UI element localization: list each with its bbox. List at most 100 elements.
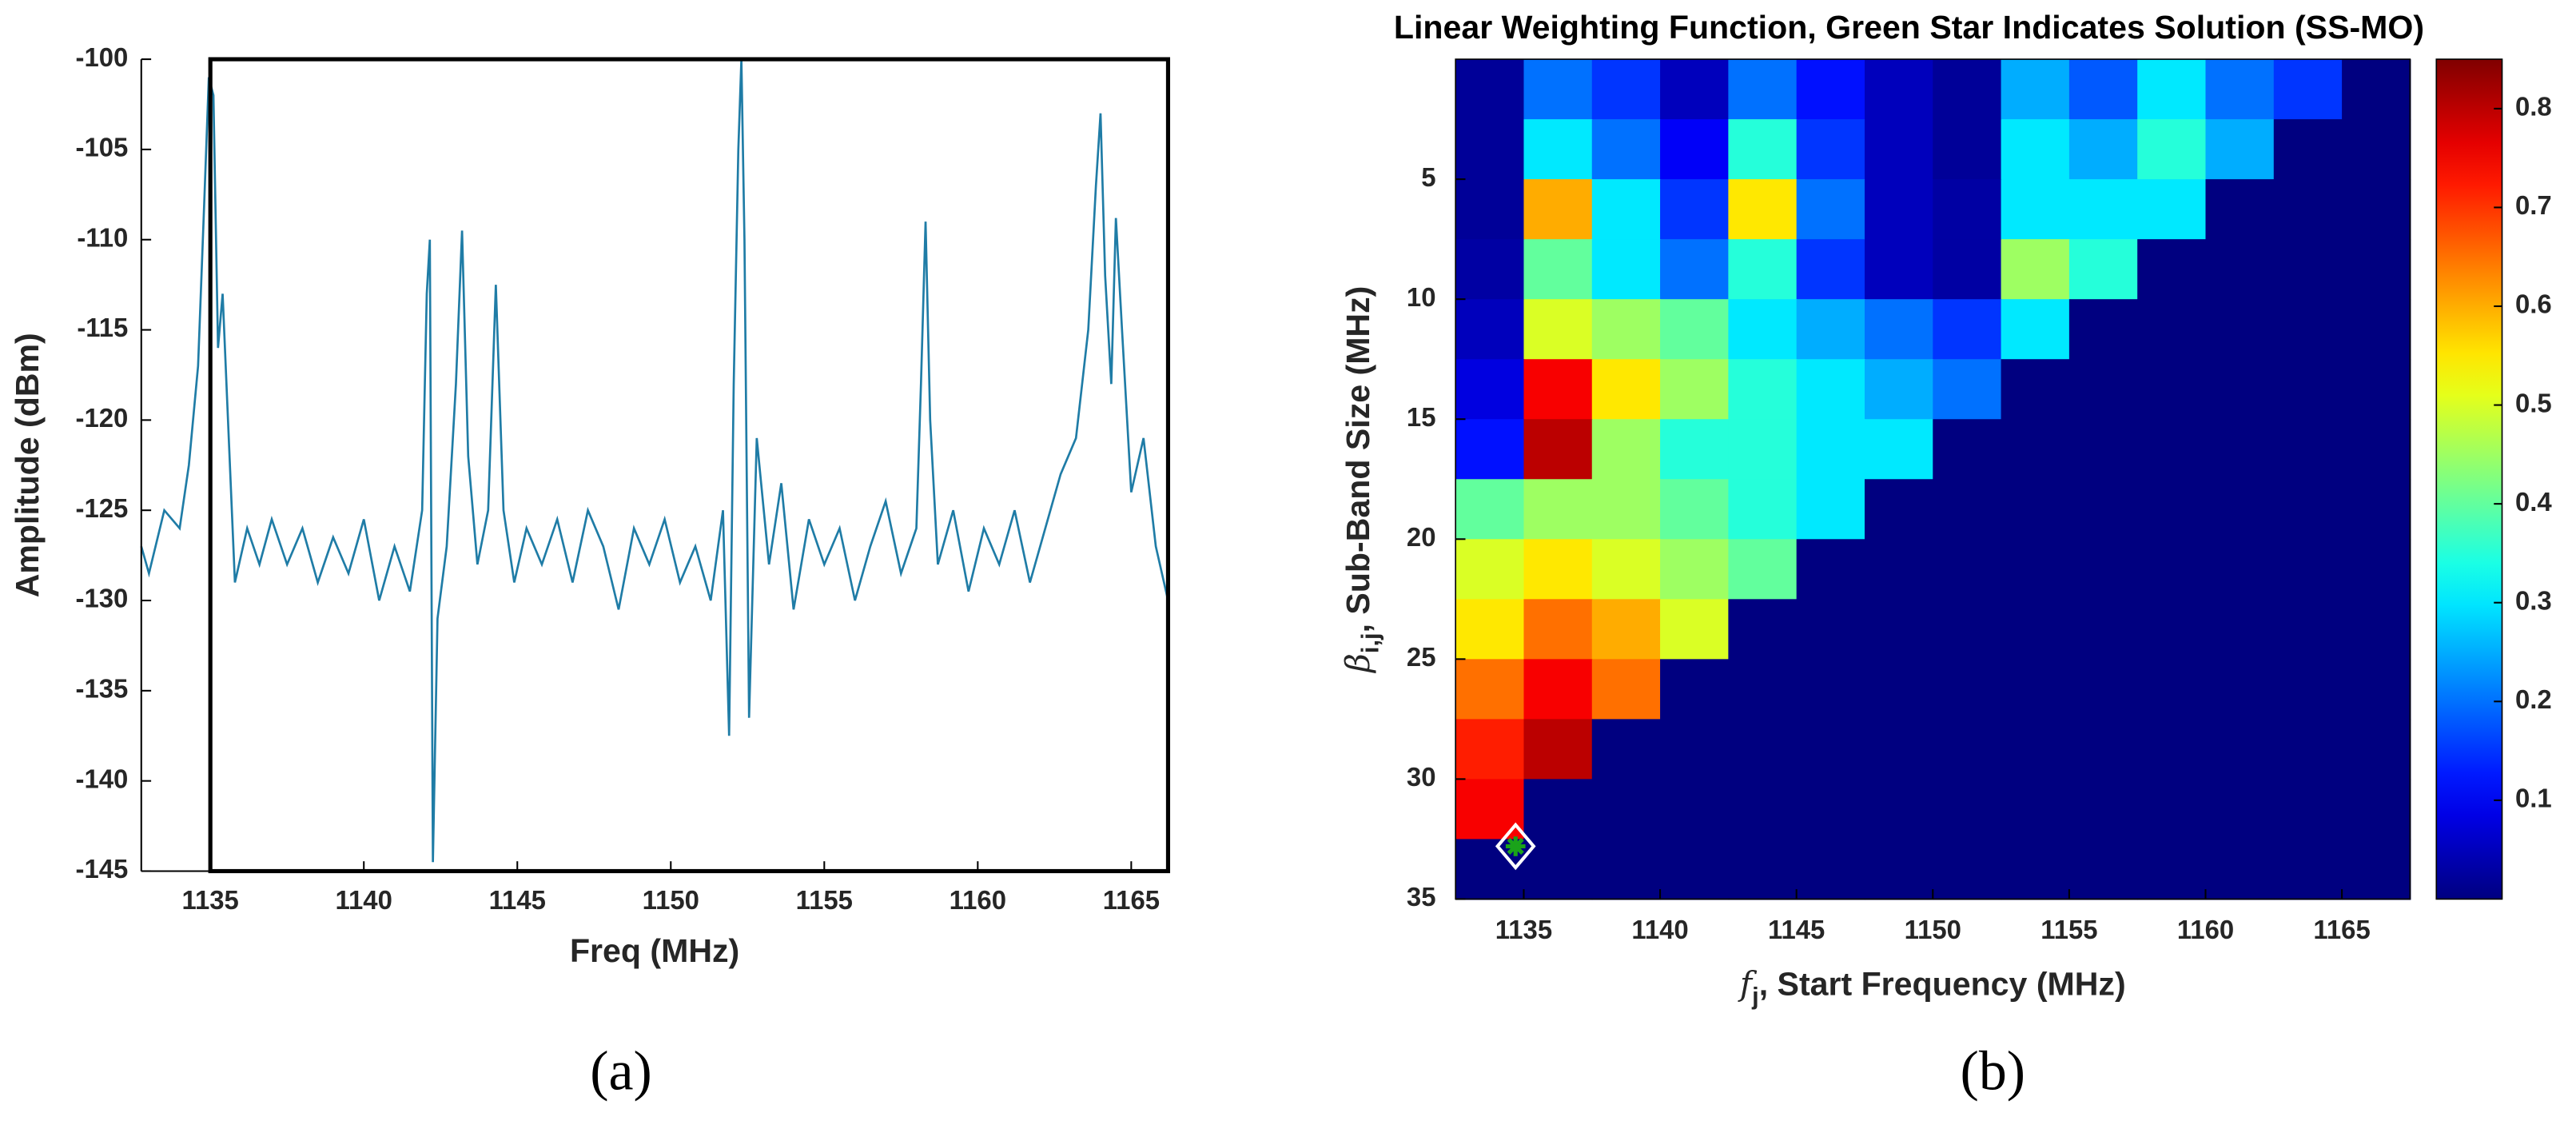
heatmap-cell: [1728, 479, 1798, 541]
heatmap-cell: [1455, 299, 1525, 361]
heatmap-cell: [2342, 599, 2411, 660]
heatmap-cell: [2137, 239, 2207, 301]
x-tick-label: 1145: [1768, 915, 1825, 944]
colorbar-tick-label: 0.7: [2515, 190, 2552, 220]
heatmap-cell: [1864, 419, 1934, 481]
heatmap-cell: [2205, 119, 2275, 181]
colorbar-tick-label: 0.4: [2515, 487, 2552, 517]
heatmap-cell: [2342, 179, 2411, 241]
heatmap-cell: [1523, 179, 1593, 241]
heatmap-cell: [2342, 839, 2411, 900]
heatmap-cell: [1455, 359, 1525, 421]
heatmap-cell: [2205, 539, 2275, 600]
heatmap-cell: [1591, 239, 1662, 301]
heatmap-cell: [1591, 719, 1662, 780]
heatmap-cell: [2205, 839, 2275, 900]
heatmap-cell: [2137, 359, 2207, 421]
heatmap-cell: [2068, 359, 2139, 421]
heatmap-cell: [1933, 179, 2002, 241]
heatmap-cell: [2205, 719, 2275, 780]
x-axis-label-text: , Start Frequency (MHz): [1759, 965, 2126, 1002]
y-tick-label: -120: [76, 403, 129, 433]
heatmap-cell: [1455, 419, 1525, 481]
heatmap-cell: [1796, 299, 1866, 361]
heatmap-cell: [2205, 659, 2275, 720]
heatmap-cell: [1660, 599, 1730, 660]
heatmap-cell: [1455, 239, 1525, 301]
heatmap-cell: [1796, 239, 1866, 301]
x-tick-label: 1160: [950, 885, 1006, 915]
colorbar-tick-label: 0.3: [2515, 585, 2552, 615]
x-tick-label: 1155: [2040, 915, 2097, 944]
heatmap-cell: [2342, 59, 2411, 121]
solution-diamond: [1495, 822, 1536, 871]
heatmap-cell: [1591, 179, 1662, 241]
heatmap-cell: [1796, 779, 1866, 840]
heatmap-cell: [2342, 659, 2411, 720]
heatmap-cell: [1933, 659, 2002, 720]
heatmap-cell: [2001, 779, 2070, 840]
heatmap-cell: [1728, 59, 1798, 121]
heatmap-cell: [1933, 239, 2002, 301]
heatmap-cell: [2205, 239, 2275, 301]
heatmap-cell: [1796, 659, 1866, 720]
heatmap-cell: [2342, 539, 2411, 600]
y-tick-label: -140: [76, 764, 129, 793]
y-axis-label-subscript: i,j: [1356, 632, 1384, 653]
heatmap-cell: [2205, 779, 2275, 840]
heatmap-cell: [2001, 839, 2070, 900]
heatmap-cell: [2205, 419, 2275, 481]
heatmap-cell: [1455, 779, 1525, 840]
heatmap-cell: [2137, 659, 2207, 720]
heatmap-cell: [1660, 659, 1730, 720]
heatmap-cell: [1660, 119, 1730, 181]
heatmap-cell: [1523, 719, 1593, 780]
x-tick-label: 1140: [1631, 915, 1688, 944]
heatmap-cell: [2001, 179, 2070, 241]
heatmap-cell: [1591, 119, 1662, 181]
heatmap-cell: [2342, 359, 2411, 421]
heatmap-cell: [2068, 779, 2139, 840]
heatmap-cell: [1660, 479, 1730, 541]
heatmap-cell: [1933, 119, 2002, 181]
heatmap-cell: [2001, 659, 2070, 720]
heatmap-cell: [1660, 779, 1730, 840]
heatmap-cell: [1660, 179, 1730, 241]
heatmap-cell: [1933, 839, 2002, 900]
heatmap-cell: [1728, 599, 1798, 660]
y-tick-label: -115: [77, 313, 128, 342]
x-tick-label: 1160: [2177, 915, 2234, 944]
heatmap-cell: [2137, 839, 2207, 900]
heatmap-cell: [2068, 539, 2139, 600]
heatmap-cell: [1523, 659, 1593, 720]
heatmap-cell: [2342, 419, 2411, 481]
heatmap-cell: [1864, 659, 1934, 720]
y-tick-label: -125: [76, 493, 129, 523]
x-tick-label: 1135: [1495, 915, 1552, 944]
y-tick-label: 35: [1407, 882, 1436, 912]
y-tick-label: -135: [76, 674, 129, 704]
heatmap-cell: [1455, 59, 1525, 121]
heatmap-cell: [2001, 719, 2070, 780]
heatmap-cell: [2068, 239, 2139, 301]
heatmap-cell: [2068, 659, 2139, 720]
heatmap-cell: [1523, 839, 1593, 900]
y-tick-label: -100: [76, 42, 129, 72]
heatmap-cell: [1864, 239, 1934, 301]
heatmap-cell: [2137, 419, 2207, 481]
heatmap-cell: [2068, 119, 2139, 181]
heatmap-cell: [1796, 839, 1866, 900]
heatmap-cell: [1796, 179, 1866, 241]
y-tick-label: -130: [76, 584, 129, 613]
heatmap-cell: [2001, 299, 2070, 361]
heatmap-cell: [2137, 299, 2207, 361]
heatmap-cell: [2273, 779, 2343, 840]
heatmap-cell: [2068, 179, 2139, 241]
heatmap-cell: [1864, 539, 1934, 600]
heatmap-cell: [1864, 299, 1934, 361]
heatmap-cell: [2137, 119, 2207, 181]
heatmap-cell: [1933, 539, 2002, 600]
heatmap-cell: [2205, 479, 2275, 541]
colorbar-tick-label: 0.2: [2515, 684, 2552, 714]
heatmap-cell: [1796, 599, 1866, 660]
